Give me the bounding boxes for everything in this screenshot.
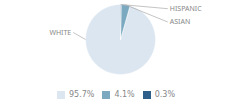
html-text:4.1%: 4.1% bbox=[114, 90, 135, 99]
svg-text:HISPANIC: HISPANIC bbox=[170, 4, 202, 13]
svg-text:ASIAN: ASIAN bbox=[170, 17, 190, 26]
html-text:0.3%: 0.3% bbox=[154, 90, 175, 99]
html-text:95.7%: 95.7% bbox=[69, 90, 95, 99]
svg-text:WHITE: WHITE bbox=[49, 28, 71, 37]
